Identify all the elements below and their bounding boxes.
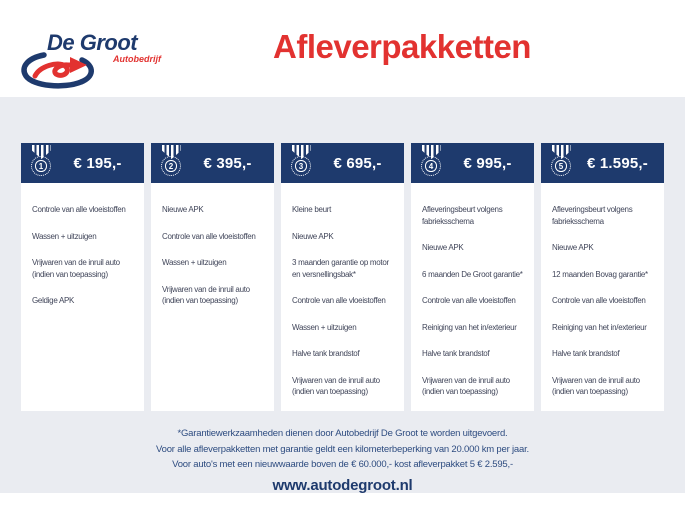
package-card-body: Afleveringsbeurt volgens fabrieksschema N… [541, 183, 664, 411]
feature-item: Afleveringsbeurt volgens fabrieksschema [422, 205, 503, 226]
feature-list: Kleine beurt Nieuwe APK 3 maanden garantie… [292, 204, 399, 398]
disclaimer-line: Voor auto's met een nieuwwaarde boven de… [172, 459, 513, 470]
feature-item: 3 maanden garantie op motor en versnelli… [292, 258, 389, 279]
feature-list: Controle van alle vloeistoffen Wassen + u… [32, 204, 139, 307]
disclaimer: *Garantiewerkzaamheden dienen door Autob… [0, 426, 685, 473]
package-card-body: Nieuwe APK Controle van alle vloeistoffen… [151, 183, 274, 411]
feature-item: Vrijwaren van de inruil auto (indien van… [32, 258, 120, 279]
feature-item: Vrijwaren van de inruil auto (indien van… [552, 375, 640, 397]
feature-item: Wassen + uitzuigen [162, 258, 227, 267]
feature-item: Nieuwe APK [162, 205, 204, 214]
medal-number: 2 [165, 160, 177, 172]
disclaimer-line: Voor alle afleverpakketten met garantie … [156, 443, 529, 455]
package-price: € 695,- [333, 154, 382, 172]
package-card-body: Afleveringsbeurt volgens fabrieksschema N… [411, 183, 534, 411]
medal-number: 5 [555, 160, 567, 172]
page-title: Afleverpakketten [273, 28, 531, 65]
feature-item: Controle van alle vloeistoffen [552, 296, 646, 305]
feature-item: Controle van alle vloeistoffen [32, 205, 126, 214]
disclaimer-line: *Garantiewerkzaamheden dienen door Autob… [177, 428, 508, 439]
package-card: 4 € 995,- Afleveringsbeurt volgens fabri… [411, 143, 534, 411]
medal-number: 4 [425, 160, 437, 172]
package-card-header: 2 € 395,- [151, 143, 274, 183]
feature-item: Vrijwaren van de inruil auto (indien van… [292, 375, 380, 397]
medal-icon: 4 [419, 145, 444, 181]
logo-subtitle: Autobedrijf [113, 54, 161, 64]
feature-item: Vrijwaren van de inruil auto (indien van… [422, 375, 510, 397]
feature-list: Afleveringsbeurt volgens fabrieksschema N… [552, 204, 659, 398]
feature-item: Reiniging van het in/exterieur [422, 322, 517, 332]
package-price: € 195,- [73, 154, 122, 172]
feature-item: Wassen + uitzuigen [32, 231, 97, 241]
feature-item: Afleveringsbeurt volgens fabrieksschema [552, 205, 633, 226]
feature-list: Nieuwe APK Controle van alle vloeistoffen… [162, 204, 269, 307]
package-card-header: 4 € 995,- [411, 143, 534, 183]
feature-item: Nieuwe APK [552, 243, 594, 252]
medal-icon: 5 [549, 145, 574, 181]
package-price: € 395,- [203, 154, 252, 172]
feature-item: 12 maanden Bovag garantie* [552, 269, 648, 279]
feature-item: Nieuwe APK [292, 231, 334, 241]
feature-item: Geldige APK [32, 296, 75, 305]
feature-item: Vrijwaren van de inruil auto (indien van… [162, 284, 250, 306]
package-price: € 1.595,- [586, 154, 648, 172]
packages-section: 1 € 195,- Controle van alle vloeistoffen… [0, 97, 685, 494]
medal-number: 3 [295, 160, 307, 172]
medal-circle-icon: 5 [551, 156, 571, 176]
feature-item: Halve tank brandstof [292, 349, 360, 358]
feature-list: Afleveringsbeurt volgens fabrieksschema N… [422, 204, 529, 398]
website-url: www.autodegroot.nl [272, 476, 413, 494]
package-card-body: Controle van alle vloeistoffen Wassen + u… [21, 183, 144, 411]
feature-item: Halve tank brandstof [422, 349, 490, 358]
feature-item: Controle van alle vloeistoffen [422, 296, 516, 305]
medal-icon: 2 [159, 145, 184, 181]
package-card-header: 3 € 695,- [281, 143, 404, 183]
package-price: € 995,- [463, 154, 512, 172]
logo-swoosh-icon [21, 52, 94, 89]
package-card: 3 € 695,- Kleine beurt Nieuwe APK 3 maande… [281, 143, 404, 411]
feature-item: Controle van alle vloeistoffen [292, 296, 386, 305]
feature-item: Reiniging van het in/exterieur [552, 322, 647, 332]
degroot-logo: De Groot Autobedrijf [21, 30, 163, 89]
package-cards: 1 € 195,- Controle van alle vloeistoffen… [0, 143, 685, 411]
page-header: De Groot Autobedrijf Afleverpakketten [0, 0, 685, 97]
package-card-header: 5 € 1.595,- [541, 143, 664, 183]
package-card: 2 € 395,- Nieuwe APK Controle van alle vl… [151, 143, 274, 411]
package-card-header: 1 € 195,- [21, 143, 144, 183]
medal-circle-icon: 3 [291, 156, 311, 176]
feature-item: Wassen + uitzuigen [292, 322, 357, 332]
feature-item: Controle van alle vloeistoffen [162, 231, 256, 241]
medal-number: 1 [35, 160, 47, 172]
medal-circle-icon: 1 [31, 156, 51, 176]
package-card: 5 € 1.595,- Afleveringsbeurt volgens fab… [541, 143, 664, 411]
package-card-body: Kleine beurt Nieuwe APK 3 maanden garantie… [281, 183, 404, 411]
feature-item: Halve tank brandstof [552, 349, 620, 358]
feature-item: Kleine beurt [292, 205, 332, 214]
medal-icon: 3 [289, 145, 314, 181]
medal-circle-icon: 4 [421, 156, 441, 176]
feature-item: Nieuwe APK [422, 243, 464, 252]
medal-circle-icon: 2 [161, 156, 181, 176]
medal-icon: 1 [29, 145, 54, 181]
package-card: 1 € 195,- Controle van alle vloeistoffen… [21, 143, 144, 411]
logo-name: De Groot [47, 30, 138, 55]
feature-item: 6 maanden De Groot garantie* [422, 269, 523, 279]
